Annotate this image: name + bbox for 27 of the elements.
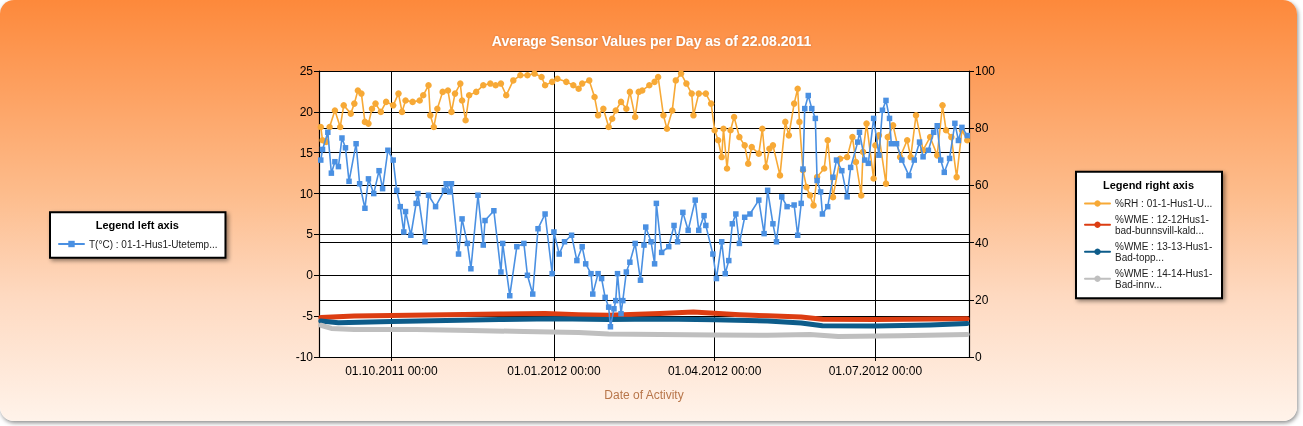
chart-title: Average Sensor Values per Day as of 22.08.2011: [491, 33, 812, 49]
y-tick-label: 0: [306, 268, 314, 283]
legend-label: %WME : 13-13-Hus1-Bad-topp...: [1115, 240, 1213, 263]
y2-tick-label: 40: [975, 235, 989, 250]
legend-label: %WME : 14-14-Hus1-Bad-innv...: [1115, 267, 1213, 290]
x-tick-label: 01.07.2012 00:00: [828, 364, 923, 378]
x-axis-title: Date of Activity: [604, 388, 684, 402]
text: Legend right axis: [1102, 178, 1195, 191]
x-tick-label: 01.04.2012 00:00: [667, 364, 762, 378]
y2-tick-label: 0: [975, 350, 982, 364]
y2-tick-label: 20: [975, 292, 989, 307]
y2-tick-label: 60: [975, 178, 989, 193]
legend-label: %WME : 12-12Hus1-bad-bunnsvill-kald...: [1115, 213, 1209, 236]
y-tick-label: 10: [299, 186, 314, 201]
text: Legend left axis: [95, 219, 179, 232]
y2-tick-label: 80: [975, 121, 989, 136]
y-tick-label: 20: [299, 104, 314, 119]
y-tick-label: 25: [299, 64, 314, 78]
x-tick-label: 01.10.2011 00:00: [345, 364, 439, 378]
y-tick-label: 5: [306, 227, 314, 242]
y-tick-label: -10: [295, 350, 314, 364]
y2-tick-label: 100: [975, 64, 996, 78]
x-tick-label: 01.01.2012 00:00: [507, 364, 601, 378]
y-tick-label: 15: [299, 145, 314, 160]
legend-label: T(°C) : 01-1-Hus1-Utetemp...: [89, 238, 218, 250]
y-tick-label: -5: [302, 309, 314, 324]
legend-label: %RH : 01-1-Hus1-U...: [1115, 198, 1213, 209]
